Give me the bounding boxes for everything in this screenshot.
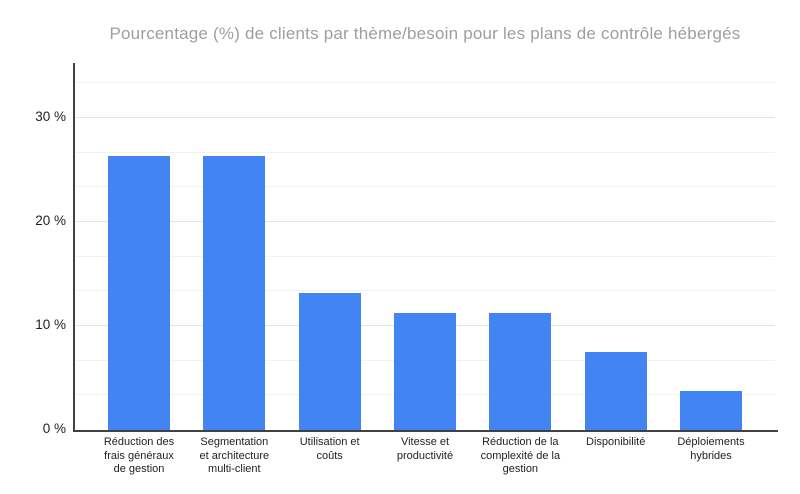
- y-tick-label: 30 %: [35, 109, 66, 125]
- minor-gridline: [75, 255, 775, 257]
- bar: [489, 312, 552, 430]
- bar: [584, 352, 647, 430]
- bar: [203, 155, 266, 430]
- major-gridline: [75, 221, 775, 223]
- minor-gridline: [75, 186, 775, 188]
- y-tick-label: 10 %: [35, 317, 66, 333]
- bar: [298, 292, 361, 430]
- chart-title: Pourcentage (%) de clients par thème/bes…: [109, 24, 741, 43]
- minor-gridline: [75, 151, 775, 153]
- y-axis-line: [73, 63, 75, 432]
- x-tick-label: Réduction des frais généraux de gestion: [103, 436, 175, 475]
- major-gridline: [75, 117, 775, 119]
- y-tick-label: 0 %: [42, 421, 66, 436]
- bar: [394, 312, 456, 430]
- x-tick-label: Segmentation et architecture multi-clien…: [199, 436, 270, 475]
- x-tick-label: Réduction de la complexité de la gestion: [480, 436, 561, 475]
- bar: [680, 390, 742, 430]
- minor-gridline: [75, 290, 775, 292]
- plot-area: 0 % 10 % 20 % 30 % Réduction des frais géné…: [35, 63, 778, 475]
- x-tick-label: Vitesse et productivité: [396, 436, 454, 462]
- x-tick-label: Utilisation et coûts: [299, 436, 360, 462]
- y-tick-label: 20 %: [35, 213, 66, 229]
- x-tick-label: Disponibilité: [586, 436, 646, 448]
- x-axis-line: [73, 430, 778, 432]
- bar: [108, 155, 170, 430]
- x-tick-label: Déploiements hybrides: [677, 436, 745, 462]
- minor-gridline: [75, 82, 775, 84]
